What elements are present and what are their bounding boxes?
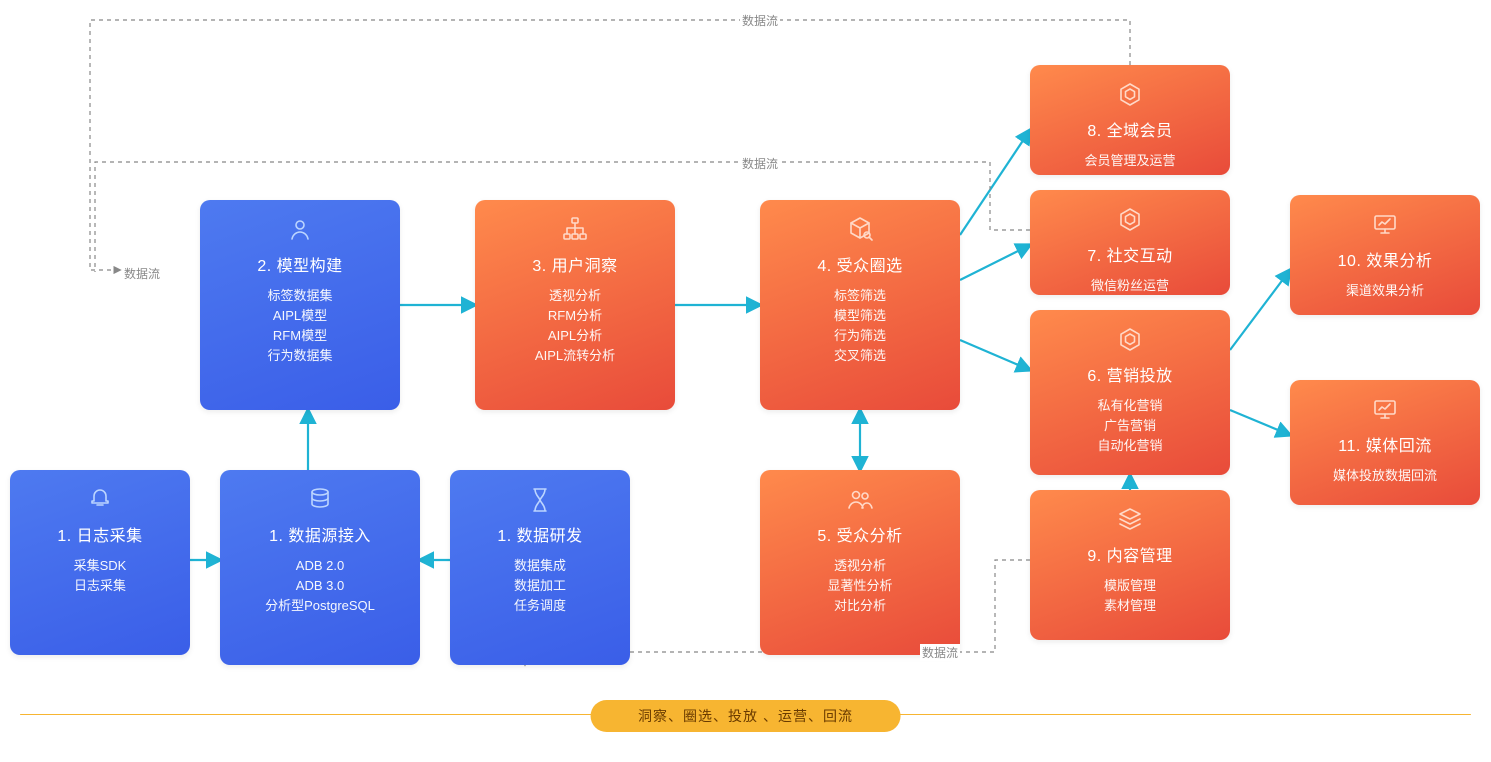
node-member-items: 会员管理及运营 — [1030, 151, 1230, 171]
node-aud_an-item: 透视分析 — [760, 556, 960, 576]
layers-icon — [1114, 504, 1146, 536]
node-insight-item: 透视分析 — [475, 286, 675, 306]
node-log-title: 1. 日志采集 — [10, 522, 190, 546]
node-social-items: 微信粉丝运营 — [1030, 276, 1230, 296]
node-aud: 4. 受众圈选标签筛选模型筛选行为筛选交叉筛选 — [760, 200, 960, 410]
node-model: 2. 模型构建标签数据集AIPL模型RFM模型行为数据集 — [200, 200, 400, 410]
node-log-item: 日志采集 — [10, 576, 190, 596]
node-src-items: ADB 2.0ADB 3.0分析型PostgreSQL — [220, 556, 420, 616]
node-content-item: 素材管理 — [1030, 596, 1230, 616]
node-insight-items: 透视分析RFM分析AIPL分析AIPL流转分析 — [475, 286, 675, 366]
node-insight-item: RFM分析 — [475, 306, 675, 326]
diagram-stage: 1. 日志采集采集SDK日志采集 1. 数据源接入 ADB 2.0ADB 3.0分析… — [0, 0, 1491, 762]
node-dev-title: 1. 数据研发 — [450, 522, 630, 546]
node-insight-title: 3. 用户洞察 — [475, 252, 675, 276]
monitor-icon — [1369, 209, 1401, 241]
node-aud-title: 4. 受众圈选 — [760, 252, 960, 276]
hex-icon — [1114, 79, 1146, 111]
node-mkt-item: 自动化营销 — [1030, 436, 1230, 456]
node-aud_an-items: 透视分析显著性分析对比分析 — [760, 556, 960, 616]
node-social-title: 7. 社交互动 — [1030, 242, 1230, 266]
node-insight-item: AIPL分析 — [475, 326, 675, 346]
node-src-title: 1. 数据源接入 — [220, 522, 420, 546]
node-log-items: 采集SDK日志采集 — [10, 556, 190, 596]
node-mkt-title: 6. 营销投放 — [1030, 362, 1230, 386]
node-model-item: AIPL模型 — [200, 306, 400, 326]
node-dev-item: 任务调度 — [450, 596, 630, 616]
node-log: 1. 日志采集采集SDK日志采集 — [10, 470, 190, 655]
node-member-title: 8. 全域会员 — [1030, 117, 1230, 141]
node-model-item: 行为数据集 — [200, 346, 400, 366]
node-mkt-item: 私有化营销 — [1030, 396, 1230, 416]
flow-label: 数据流 — [122, 265, 162, 282]
tree-icon — [559, 214, 591, 246]
node-dev-items: 数据集成数据加工任务调度 — [450, 556, 630, 616]
node-content-item: 模版管理 — [1030, 576, 1230, 596]
node-media-item: 媒体投放数据回流 — [1290, 466, 1480, 486]
node-aud_an-title: 5. 受众分析 — [760, 522, 960, 546]
node-src-item: ADB 3.0 — [220, 576, 420, 596]
node-social-item: 微信粉丝运营 — [1030, 276, 1230, 296]
node-aud-item: 模型筛选 — [760, 306, 960, 326]
hex-icon — [1114, 204, 1146, 236]
node-model-item: RFM模型 — [200, 326, 400, 346]
node-aud_an-item: 对比分析 — [760, 596, 960, 616]
node-src: 1. 数据源接入 ADB 2.0ADB 3.0分析型PostgreSQL — [220, 470, 420, 665]
database-icon — [304, 484, 336, 516]
bell-icon — [84, 484, 116, 516]
node-effect-items: 渠道效果分析 — [1290, 281, 1480, 301]
node-effect-item: 渠道效果分析 — [1290, 281, 1480, 301]
node-aud_an-item: 显著性分析 — [760, 576, 960, 596]
node-src-item: ADB 2.0 — [220, 556, 420, 576]
node-insight-item: AIPL流转分析 — [475, 346, 675, 366]
node-aud-items: 标签筛选模型筛选行为筛选交叉筛选 — [760, 286, 960, 366]
node-content-title: 9. 内容管理 — [1030, 542, 1230, 566]
node-mkt-items: 私有化营销广告营销自动化营销 — [1030, 396, 1230, 456]
node-content: 9. 内容管理模版管理素材管理 — [1030, 490, 1230, 640]
box-search-icon — [844, 214, 876, 246]
node-media-items: 媒体投放数据回流 — [1290, 466, 1480, 486]
footer-text: 洞察、圈选、投放 、运营、回流 — [638, 708, 853, 724]
node-insight: 3. 用户洞察透视分析RFM分析AIPL分析AIPL流转分析 — [475, 200, 675, 410]
hex-icon — [1114, 324, 1146, 356]
node-aud-item: 交叉筛选 — [760, 346, 960, 366]
node-dev: 1. 数据研发数据集成数据加工任务调度 — [450, 470, 630, 665]
node-src-item: 分析型PostgreSQL — [220, 596, 420, 616]
node-media-title: 11. 媒体回流 — [1290, 432, 1480, 456]
flow-label: 数据流 — [920, 644, 960, 661]
node-dev-item: 数据集成 — [450, 556, 630, 576]
node-model-item: 标签数据集 — [200, 286, 400, 306]
node-member-item: 会员管理及运营 — [1030, 151, 1230, 171]
monitor-icon — [1369, 394, 1401, 426]
node-media: 11. 媒体回流媒体投放数据回流 — [1290, 380, 1480, 505]
flow-label: 数据流 — [740, 12, 780, 29]
node-dev-item: 数据加工 — [450, 576, 630, 596]
node-aud-item: 标签筛选 — [760, 286, 960, 306]
footer-pill: 洞察、圈选、投放 、运营、回流 — [590, 700, 901, 732]
user-icon — [284, 214, 316, 246]
node-content-items: 模版管理素材管理 — [1030, 576, 1230, 616]
node-model-items: 标签数据集AIPL模型RFM模型行为数据集 — [200, 286, 400, 366]
node-effect-title: 10. 效果分析 — [1290, 247, 1480, 271]
hourglass-icon — [524, 484, 556, 516]
node-log-item: 采集SDK — [10, 556, 190, 576]
node-model-title: 2. 模型构建 — [200, 252, 400, 276]
node-mkt: 6. 营销投放私有化营销广告营销自动化营销 — [1030, 310, 1230, 475]
node-aud_an: 5. 受众分析透视分析显著性分析对比分析 — [760, 470, 960, 655]
node-mkt-item: 广告营销 — [1030, 416, 1230, 436]
node-member: 8. 全域会员会员管理及运营 — [1030, 65, 1230, 175]
node-social: 7. 社交互动微信粉丝运营 — [1030, 190, 1230, 295]
node-effect: 10. 效果分析渠道效果分析 — [1290, 195, 1480, 315]
flow-label: 数据流 — [740, 155, 780, 172]
node-aud-item: 行为筛选 — [760, 326, 960, 346]
users-icon — [844, 484, 876, 516]
